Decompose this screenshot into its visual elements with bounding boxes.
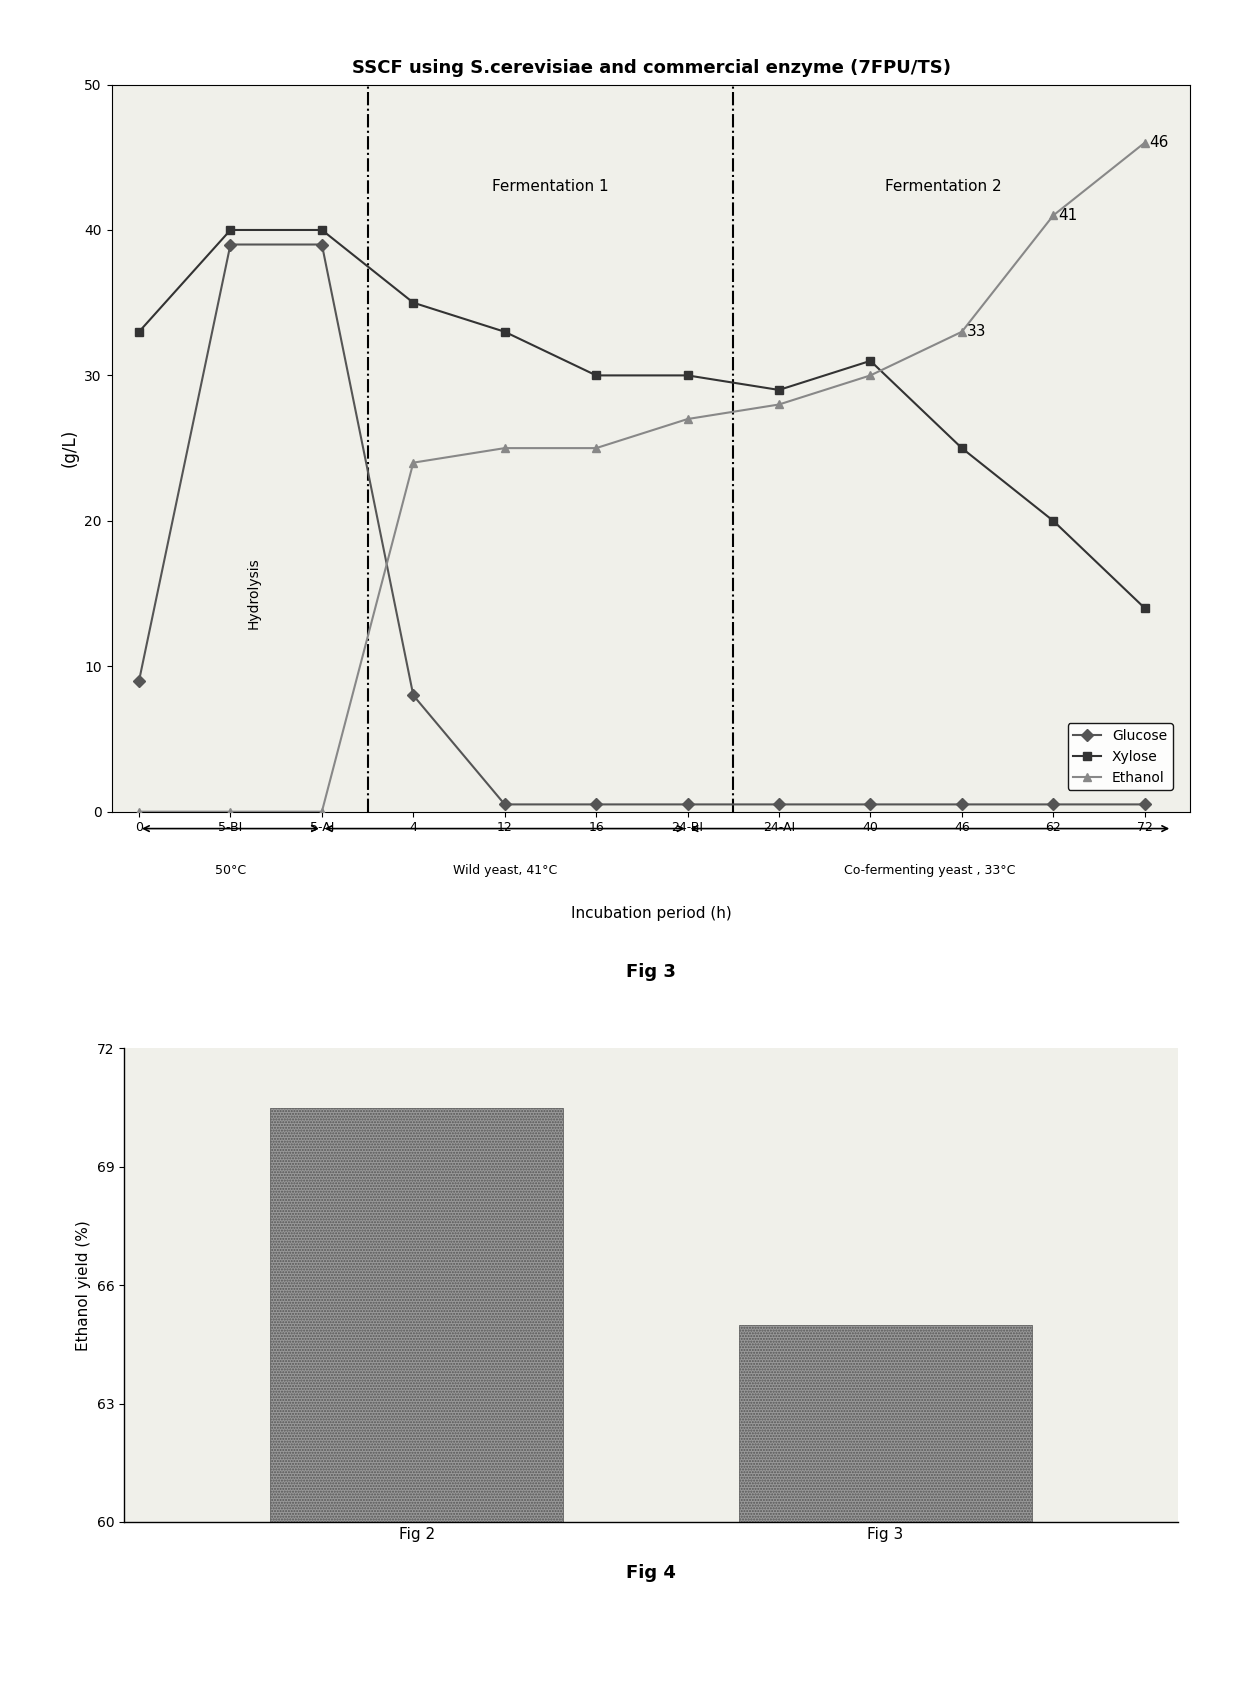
Bar [270, 1108, 563, 1522]
Text: 33: 33 [966, 325, 986, 340]
Y-axis label: Ethanol yield (%): Ethanol yield (%) [76, 1219, 91, 1351]
Text: Fermentation 2: Fermentation 2 [885, 179, 1002, 194]
Text: Fermentation 1: Fermentation 1 [492, 179, 609, 194]
Title: SSCF using S.cerevisiae and commercial enzyme (7FPU/TS): SSCF using S.cerevisiae and commercial e… [351, 59, 951, 78]
Text: 41: 41 [1058, 208, 1078, 223]
Text: Co-fermenting yeast , 33°C: Co-fermenting yeast , 33°C [844, 864, 1016, 878]
Text: Hydrolysis: Hydrolysis [247, 558, 260, 629]
Text: Incubation period (h): Incubation period (h) [570, 906, 732, 920]
Bar [739, 1324, 1032, 1522]
Legend: Glucose, Xylose, Ethanol: Glucose, Xylose, Ethanol [1068, 724, 1173, 790]
Text: 50°C: 50°C [215, 864, 246, 878]
Text: 46: 46 [1149, 135, 1168, 150]
Text: Wild yeast, 41°C: Wild yeast, 41°C [453, 864, 557, 878]
Text: Fig 3: Fig 3 [626, 964, 676, 981]
Text: Fig 4: Fig 4 [626, 1564, 676, 1581]
Y-axis label: (g/L): (g/L) [61, 430, 78, 467]
